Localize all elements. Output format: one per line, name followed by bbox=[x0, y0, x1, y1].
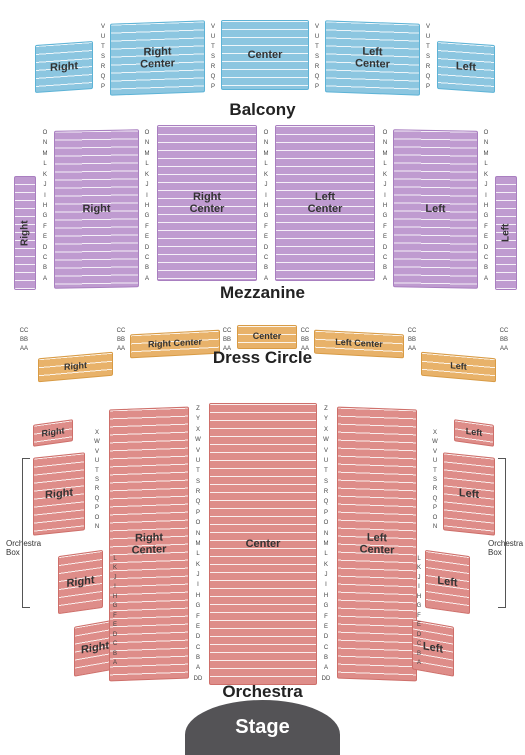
section-mezzanine-right-center[interactable]: Right Center bbox=[157, 125, 257, 281]
section-dress_circle-center[interactable]: Center bbox=[237, 325, 297, 349]
section-orchestra-right-center[interactable]: Right Center bbox=[109, 407, 189, 682]
row-letters: ZYXWVUTSRQPONMLKJIHGFEDCBADD bbox=[321, 406, 331, 682]
section-orchestra-left-center[interactable]: Left Center bbox=[337, 407, 417, 682]
row-letters: LKJIHGFEDCBA bbox=[414, 556, 424, 666]
row-letters: ONMLKJIHGFEDCBA bbox=[481, 130, 491, 282]
section-orchestra-left-upper[interactable]: Left bbox=[454, 419, 494, 447]
section-mezzanine-left-center[interactable]: Left Center bbox=[275, 125, 375, 281]
section-label: Right bbox=[20, 220, 31, 246]
section-label: Left bbox=[437, 575, 457, 590]
orchestra-box-bracket bbox=[498, 458, 506, 608]
section-label: Left Center bbox=[308, 191, 343, 215]
section-label: Left Center bbox=[355, 45, 390, 70]
section-label: Right bbox=[66, 574, 94, 590]
row-letters: ONMLKJIHGFEDCBA bbox=[261, 130, 271, 282]
section-orchestra-right-upper[interactable]: Right bbox=[33, 419, 73, 447]
row-letters: ONMLKJIHGFEDCBA bbox=[142, 130, 152, 282]
section-mezzanine-right-outer[interactable]: Right bbox=[14, 176, 36, 290]
section-label: Right bbox=[42, 426, 65, 439]
section-orchestra-left[interactable]: Left bbox=[443, 452, 495, 535]
section-balcony-left[interactable]: Left bbox=[437, 41, 495, 93]
row-letters: ONMLKJIHGFEDCBA bbox=[40, 130, 50, 282]
section-label: Right bbox=[82, 203, 110, 216]
section-label: Left bbox=[423, 640, 443, 656]
section-label: Left Center bbox=[360, 531, 395, 556]
level-label: Orchestra bbox=[0, 682, 525, 702]
section-mezzanine-left-outer[interactable]: Left bbox=[495, 176, 517, 290]
row-letters: VUTSRQP bbox=[208, 24, 218, 90]
level-label: Balcony bbox=[0, 100, 525, 120]
level-label: Mezzanine bbox=[0, 283, 525, 303]
orchestra-box-bracket bbox=[22, 458, 30, 608]
stage: Stage bbox=[185, 700, 340, 755]
row-letters: VUTSRQP bbox=[98, 24, 108, 90]
section-label: Right bbox=[81, 639, 109, 656]
row-letters: VUTSRQP bbox=[312, 24, 322, 90]
seating-chart: { "type": "seating-chart", "canvas": { "… bbox=[0, 0, 525, 755]
section-label: Right bbox=[50, 60, 78, 74]
row-letters: VUTSRQP bbox=[423, 24, 433, 90]
section-mezzanine-left[interactable]: Left bbox=[393, 129, 478, 288]
row-letters: ONMLKJIHGFEDCBA bbox=[380, 130, 390, 282]
section-balcony-left-center[interactable]: Left Center bbox=[325, 20, 420, 95]
section-balcony-right[interactable]: Right bbox=[35, 41, 93, 93]
row-letters: XWVUTSRQPON bbox=[92, 430, 102, 530]
section-orchestra-right[interactable]: Right bbox=[33, 452, 85, 535]
section-label: Center bbox=[253, 332, 282, 342]
section-label: Left bbox=[466, 427, 483, 439]
row-letters: LKJIHGFEDCBA bbox=[110, 556, 120, 666]
section-label: Center bbox=[248, 49, 283, 61]
row-letters: ZYXWVUTSRQPONMLKJIHGFEDCBADD bbox=[193, 406, 203, 682]
section-mezzanine-right[interactable]: Right bbox=[54, 129, 139, 288]
section-label: Right Center bbox=[190, 191, 225, 215]
section-label: Right bbox=[45, 486, 73, 501]
section-orchestra-right-mid[interactable]: Right bbox=[58, 550, 103, 614]
section-label: Right Center bbox=[140, 45, 175, 70]
section-orchestra-center[interactable]: Center bbox=[209, 403, 317, 685]
row-letters: XWVUTSRQPON bbox=[430, 430, 440, 530]
level-label: Dress Circle bbox=[0, 348, 525, 368]
section-label: Left bbox=[501, 224, 512, 242]
section-balcony-center[interactable]: Center bbox=[221, 20, 309, 90]
section-label: Center bbox=[246, 538, 281, 550]
section-label: Left bbox=[459, 487, 479, 501]
section-balcony-right-center[interactable]: Right Center bbox=[110, 20, 205, 95]
section-label: Left bbox=[425, 203, 445, 215]
section-orchestra-left-mid[interactable]: Left bbox=[425, 550, 470, 614]
section-label: Right Center bbox=[132, 531, 167, 556]
section-label: Left bbox=[456, 60, 476, 74]
